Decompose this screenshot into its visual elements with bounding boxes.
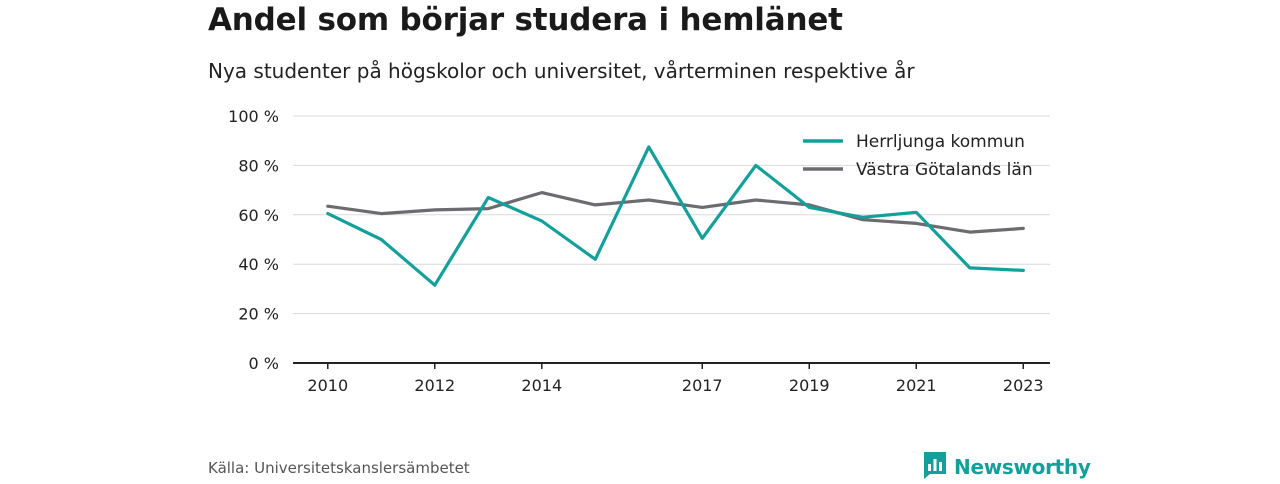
y-tick-label: 80 %	[238, 156, 279, 175]
x-tick-label: 2023	[1003, 376, 1044, 395]
x-tick-label: 2014	[521, 376, 562, 395]
x-tick-label: 2017	[682, 376, 723, 395]
legend-label: Västra Götalands län	[856, 160, 1033, 180]
newsworthy-logo-icon	[922, 450, 948, 484]
x-tick-label: 2019	[789, 376, 830, 395]
chart-subtitle: Nya studenter på högskolor och universit…	[208, 59, 915, 83]
brand-name: Newsworthy	[954, 455, 1091, 479]
series-line-1	[326, 145, 1025, 287]
y-tick-label: 60 %	[238, 206, 279, 225]
x-tick-label: 2010	[307, 376, 348, 395]
x-tick-label: 2021	[896, 376, 937, 395]
source-note: Källa: Universitetskanslersämbetet	[208, 459, 470, 477]
y-tick-label: 0 %	[249, 354, 279, 373]
y-tick-label: 20 %	[238, 305, 279, 324]
x-tick-label: 2012	[414, 376, 455, 395]
y-tick-label: 40 %	[238, 255, 279, 274]
series-line-2	[326, 191, 1025, 234]
chart-title: Andel som börjar studera i hemlänet	[208, 2, 843, 38]
y-tick-label: 100 %	[228, 107, 279, 126]
legend-label: Herrljunga kommun	[856, 132, 1025, 152]
brand-logo[interactable]: Newsworthy	[922, 450, 1091, 484]
